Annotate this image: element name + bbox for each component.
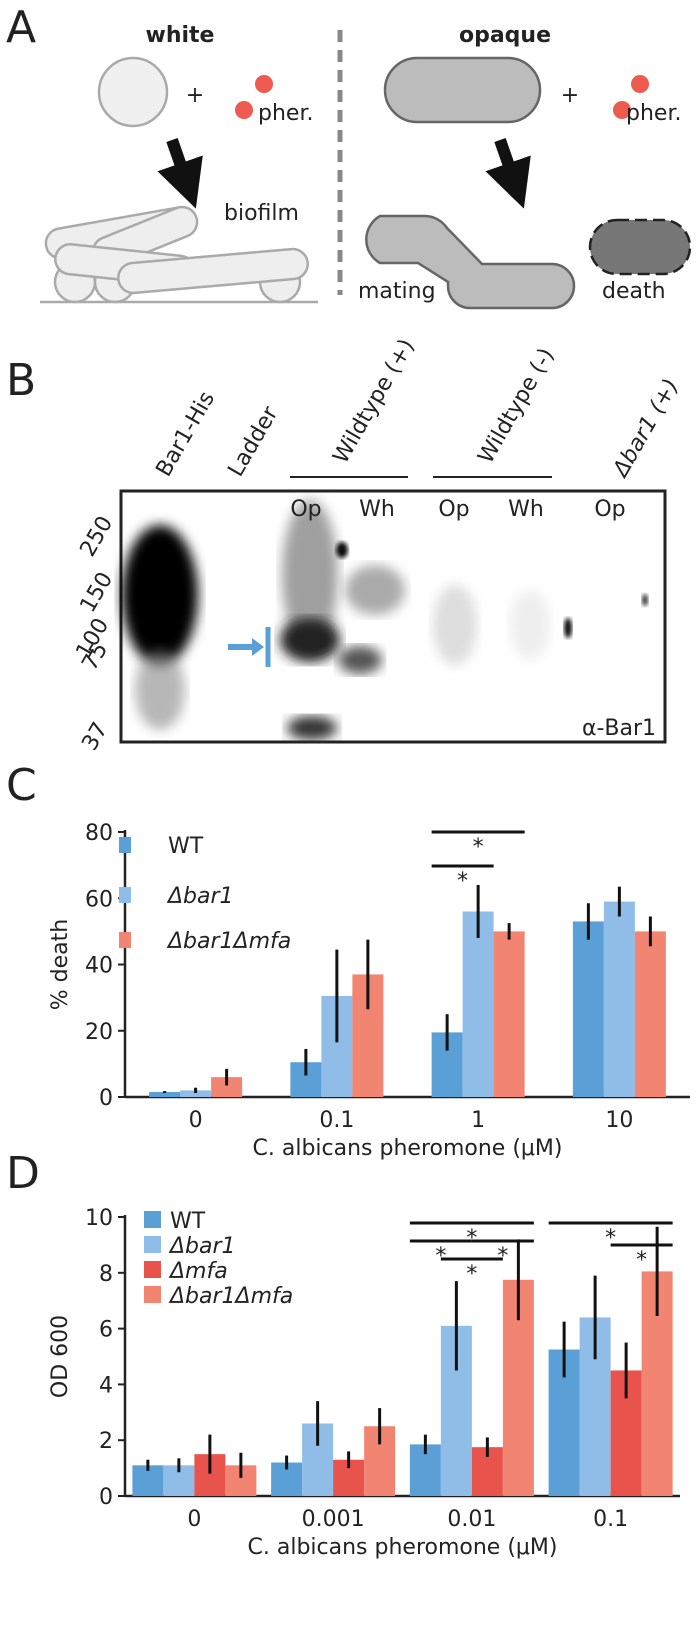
plus: + [186,83,204,108]
significance-star: * [435,1244,446,1269]
legend-swatch [144,1261,161,1278]
y-axis-label: OD 600 [48,1315,73,1398]
legend-swatch [119,837,131,853]
pheromone [235,101,253,119]
marker-label: 37 [78,718,114,755]
y-tick-label: 0 [99,1485,113,1510]
lane-label: Δbar1 (+) [608,375,685,483]
arrow [485,138,531,209]
white-cell [97,56,169,128]
y-tick-label: 2 [99,1429,113,1454]
x-tick-label: 0 [187,1507,201,1532]
pheromone-label: pher. [626,101,681,126]
bar [603,901,635,1097]
significance-star: * [473,835,484,860]
panel-b: B Bar1-His Ladder Wildtype (+) Wildtype … [6,335,684,755]
mating-cells [365,214,576,310]
arrow [157,138,203,209]
lane-label: Bar1-His [152,387,220,481]
lane-label: Wildtype (+) [329,335,420,468]
legend-label: Δbar1 [168,1234,236,1259]
y-tick-label: 4 [99,1373,113,1398]
biofilm-label: biofilm [224,201,299,226]
blot-signal [122,500,648,740]
x-tick-label: 0.1 [319,1108,354,1133]
legend-label: WT [168,834,204,859]
x-tick-label: 10 [605,1108,633,1133]
opaque-cell [383,56,542,124]
legend-swatch [119,932,131,948]
marker-label: 250 [76,512,119,561]
panel-label: C [6,760,37,811]
well-label: Wh [508,497,544,522]
y-tick-label: 20 [85,1020,113,1045]
panel-label: B [6,355,36,406]
well-label: Op [594,497,625,522]
legend-label: WT [170,1209,206,1234]
bar [493,931,525,1097]
mating-label: mating [358,279,436,304]
blot [119,489,667,744]
x-tick-label: 1 [471,1108,485,1133]
significance-star: * [497,1244,508,1269]
x-axis-label: C. albicans pheromone (μM) [248,1535,558,1560]
pheromone [631,75,649,93]
legend-label: Δbar1 [166,884,234,909]
bar [180,1090,212,1097]
white-label: white [146,23,215,48]
biofilm [44,205,309,304]
legend-label: Δmfa [168,1259,228,1284]
well-label: Op [290,497,321,522]
legend-label: Δbar1Δmfa [168,1284,293,1309]
y-tick-label: 10 [85,1206,113,1231]
bar [572,921,604,1097]
x-tick-label: 0.01 [447,1507,496,1532]
y-tick-label: 80 [85,821,113,846]
dead-cell [588,218,692,276]
x-tick-label: 0.001 [302,1507,365,1532]
legend-label: Δbar1Δmfa [166,929,291,954]
y-tick-label: 60 [85,887,113,912]
legend-swatch [144,1286,161,1303]
lane-label: Wildtype (-) [474,344,560,468]
x-tick-label: 0.1 [593,1507,628,1532]
plus: + [561,83,579,108]
pheromone [255,75,273,93]
opaque-label: opaque [459,23,551,48]
y-tick-label: 0 [99,1086,113,1111]
marker-label: 150 [76,568,119,617]
y-tick-label: 40 [85,954,113,979]
bar [462,911,494,1097]
well-label: Wh [359,497,395,522]
x-axis-label: C. albicans pheromone (μM) [253,1136,563,1161]
x-tick-label: 0 [189,1108,203,1133]
bar [149,1092,181,1097]
band-arrow [252,638,264,656]
pheromone [613,101,631,119]
death-label: death [602,279,666,304]
significance-star: * [466,1262,477,1287]
legend-swatch [144,1211,161,1228]
y-axis-label: % death [48,919,73,1010]
bar [634,931,666,1097]
significance-star: * [636,1248,647,1273]
significance-star: * [457,869,468,894]
well-label: Op [438,497,469,522]
panel-a: A white + pher. biofilm opaque + pher. m… [6,2,692,310]
bar [211,1077,243,1097]
y-tick-label: 6 [99,1318,113,1343]
lane-label: Ladder [224,402,284,481]
y-tick-label: 8 [99,1262,113,1287]
legend-swatch [119,887,131,903]
panel-label: A [6,2,36,53]
pheromone-label: pher. [258,101,313,126]
legend-swatch [144,1236,161,1253]
panel-label: D [6,1148,40,1199]
antibody-label: α-Bar1 [582,716,656,741]
significance-star: * [605,1226,616,1251]
significance-star: * [466,1226,477,1251]
